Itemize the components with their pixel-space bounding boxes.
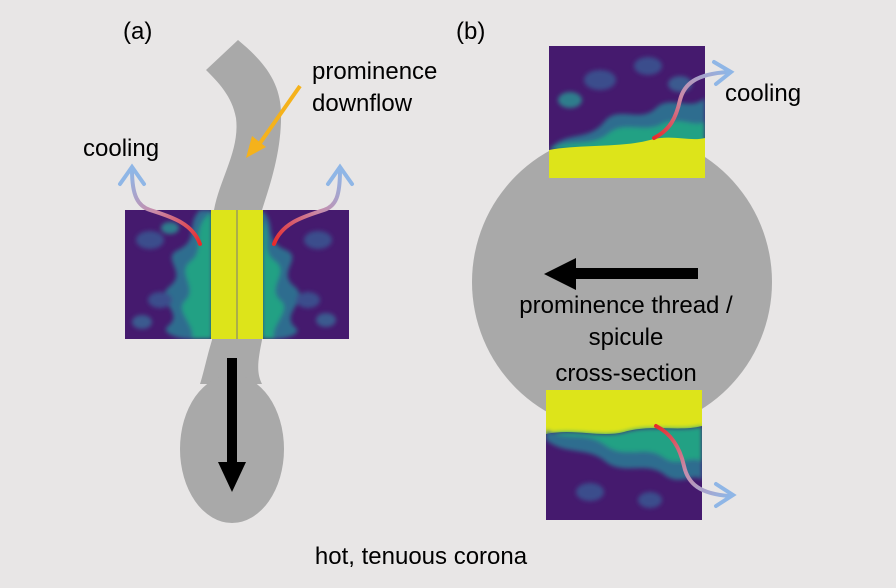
simulation-panel-b-top bbox=[549, 46, 705, 178]
simulation-panel-b-bottom bbox=[546, 390, 702, 520]
cooling-arrow-b-top bbox=[652, 60, 735, 140]
cooling-arrow-b-bottom bbox=[654, 424, 737, 508]
downflow-indicator-arrow bbox=[246, 84, 302, 158]
motion-arrow-left bbox=[544, 258, 698, 290]
thread-label-line3: cross-section bbox=[555, 360, 696, 387]
simulation-panel-a-left bbox=[125, 210, 237, 339]
downflow-label-line2: downflow bbox=[312, 90, 413, 117]
cooling-arrow-a-left bbox=[118, 163, 202, 246]
cooling-label-b: cooling bbox=[725, 80, 801, 107]
thread-label-line1: prominence thread / bbox=[519, 292, 733, 319]
thread-label-line2: spicule bbox=[589, 324, 664, 351]
simulation-panel-a-right bbox=[237, 210, 349, 339]
cooling-label-a: cooling bbox=[83, 135, 159, 162]
panel-label-a: (a) bbox=[123, 18, 152, 45]
downflow-label-line1: prominence bbox=[312, 58, 437, 85]
motion-arrow-down bbox=[218, 358, 246, 492]
cooling-arrow-a-right bbox=[272, 163, 354, 246]
corona-label: hot, tenuous corona bbox=[315, 543, 528, 570]
panel-label-b: (b) bbox=[456, 18, 485, 45]
thread-cross-section bbox=[472, 132, 772, 432]
